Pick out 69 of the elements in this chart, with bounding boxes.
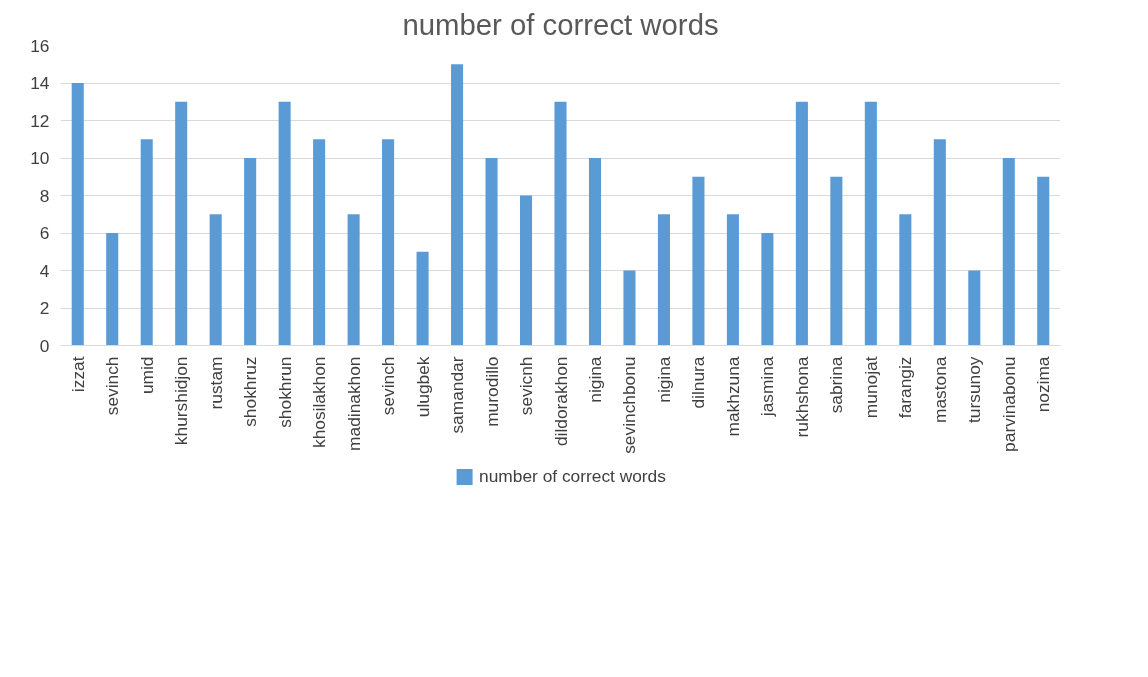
bar	[140, 139, 153, 346]
x-tick-label: sevinch	[378, 356, 399, 416]
y-tick-label: 12	[30, 110, 50, 131]
bar	[451, 64, 464, 346]
x-tick-label: shokhrun	[274, 356, 295, 428]
bar	[692, 176, 705, 346]
x-tick-label: sevinchbonu	[619, 356, 640, 454]
x-tick-label: sevinch	[102, 356, 123, 416]
x-tick-label: jasmina	[757, 356, 778, 418]
bar	[244, 158, 257, 346]
x-tick-label: ulugbek	[412, 356, 433, 418]
x-tick-label: dildorakhon	[550, 356, 571, 447]
x-tick-label: izzat	[67, 356, 88, 393]
y-tick-label: 2	[39, 298, 50, 318]
x-tick-label: shokhruz	[240, 356, 261, 427]
bar	[313, 139, 326, 346]
x-tick-label: farangiz	[895, 356, 916, 419]
bar	[588, 158, 602, 346]
x-tick-label: munojat	[860, 356, 881, 419]
x-tick-label: dilnura	[688, 356, 709, 409]
bar	[761, 233, 774, 346]
x-tick-label: rustam	[205, 356, 226, 410]
x-tick-label: madinakhon	[343, 356, 364, 451]
bar	[864, 101, 877, 346]
bar	[175, 101, 188, 346]
y-tick-label: 4	[39, 260, 50, 281]
x-tick-label: nozima	[1033, 356, 1054, 413]
y-tick-label: 16	[30, 35, 50, 56]
y-tick-label: 14	[30, 73, 50, 93]
y-tick-label: 10	[30, 148, 50, 168]
bar	[1002, 158, 1015, 346]
y-tick-label: 0	[39, 335, 50, 356]
bar	[899, 214, 912, 346]
x-tick-label: sevicnh	[516, 356, 537, 416]
bar	[830, 176, 843, 346]
bar	[554, 101, 567, 346]
x-tick-label: samandar	[447, 356, 468, 434]
bar	[968, 270, 981, 346]
x-tick-label: mastona	[929, 356, 950, 423]
bar	[933, 139, 946, 346]
x-tick-label: nigina	[653, 356, 674, 403]
bar	[278, 101, 291, 346]
x-tick-label: makhzuna	[722, 356, 743, 437]
x-tick-label: murodillo	[481, 356, 502, 427]
x-tick-label: sabrina	[826, 356, 847, 414]
x-tick-label: khosilakhon	[309, 356, 330, 449]
bar	[382, 139, 395, 346]
x-tick-label: khurshidjon	[171, 356, 192, 446]
bar	[795, 101, 808, 346]
bar	[657, 214, 670, 346]
x-tick-label: nigina	[584, 356, 605, 403]
bar	[485, 158, 498, 346]
chart-title: number of correct words	[402, 7, 719, 41]
bar	[726, 214, 739, 346]
bar	[416, 251, 429, 346]
y-tick-label: 8	[39, 185, 50, 206]
legend-label: number of correct words	[479, 465, 666, 487]
x-tick-label: rukhshona	[791, 356, 812, 438]
x-tick-label: tursunoy	[964, 356, 985, 423]
bar	[519, 195, 533, 346]
y-tick-label: 6	[39, 223, 50, 243]
bar	[623, 270, 636, 346]
x-tick-label: parvinabonu	[998, 356, 1019, 452]
bar	[347, 214, 360, 346]
bar	[1037, 176, 1050, 346]
x-tick-label: umid	[136, 356, 157, 395]
bar	[106, 233, 119, 346]
bar	[71, 83, 84, 346]
bar	[209, 214, 222, 346]
